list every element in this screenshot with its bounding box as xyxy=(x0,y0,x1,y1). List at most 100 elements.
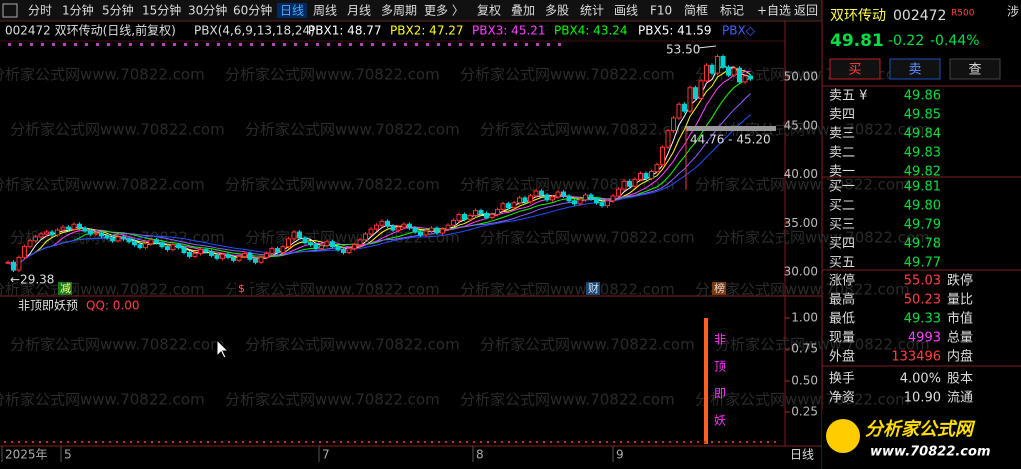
toolbar-item[interactable]: 简框 xyxy=(684,4,708,18)
event-marker[interactable]: 榜 xyxy=(714,281,725,295)
menu-icon[interactable] xyxy=(2,3,18,18)
toolbar-item[interactable]: 15分钟 xyxy=(142,3,181,18)
event-marker[interactable]: $ xyxy=(238,282,245,295)
sub-qq: QQ: 0.00 xyxy=(86,299,139,313)
dot xyxy=(417,441,419,443)
dot xyxy=(277,441,279,443)
toolbar-item[interactable]: 多股 xyxy=(545,4,569,18)
toolbar-item[interactable]: 5分钟 xyxy=(102,3,134,18)
dot xyxy=(129,43,132,46)
candle-body xyxy=(302,237,308,244)
candle-body xyxy=(467,214,473,220)
dot xyxy=(41,43,44,46)
toolbar-item[interactable]: 周线 xyxy=(313,4,337,18)
candle-body xyxy=(159,242,165,248)
candle-body xyxy=(720,56,726,68)
toolbar-item[interactable]: 30分钟 xyxy=(188,3,227,18)
candle-body xyxy=(253,258,258,263)
candle-body xyxy=(456,213,462,221)
time-label: 5 xyxy=(64,448,72,462)
candle-body xyxy=(82,227,88,232)
trade-button[interactable] xyxy=(829,58,881,80)
candle-body xyxy=(671,117,676,132)
dot xyxy=(340,441,342,443)
event-marker[interactable]: 减 xyxy=(60,282,71,295)
trade-button-label[interactable]: 查 xyxy=(968,63,981,78)
watermark: 分析家公式网www.70822.com xyxy=(695,281,910,299)
dot xyxy=(571,441,573,443)
dot xyxy=(327,43,330,46)
dot xyxy=(473,441,475,443)
candle-body xyxy=(88,230,93,235)
candle-body xyxy=(440,228,445,234)
dot xyxy=(316,43,319,46)
candle-body xyxy=(93,232,99,235)
candle-body xyxy=(143,243,148,249)
dot xyxy=(492,43,495,46)
candle-body xyxy=(66,226,71,230)
event-marker-bg xyxy=(236,282,250,295)
dot xyxy=(525,43,528,46)
toolbar-item[interactable]: 多周期 xyxy=(381,4,417,18)
candle-body xyxy=(220,253,225,259)
dot xyxy=(165,441,167,443)
toolbar-item[interactable]: 复权 xyxy=(477,4,501,18)
y-tick-label: 50.00 xyxy=(784,70,818,84)
toolbar-item[interactable]: 叠加 xyxy=(511,4,535,18)
trade-button-label[interactable]: 买 xyxy=(848,63,861,78)
dot xyxy=(158,441,160,443)
trade-button[interactable] xyxy=(949,58,1001,80)
dot xyxy=(52,43,55,46)
trade-button[interactable] xyxy=(889,58,941,80)
stock-label: 002472 双环传动(日线,前复权) xyxy=(5,23,176,38)
dot xyxy=(393,43,396,46)
toolbar-item[interactable]: 返回 xyxy=(794,4,818,18)
range-label: 44.76 - 45.20 xyxy=(690,133,771,147)
toolbar-item[interactable]: 日线 xyxy=(280,4,304,18)
event-marker[interactable]: 财 xyxy=(588,281,599,295)
dot xyxy=(466,441,468,443)
candle-body xyxy=(209,251,214,256)
stat-value: 50.23 xyxy=(904,293,941,308)
book-label: 卖一 xyxy=(829,165,855,180)
dot xyxy=(361,441,363,443)
dot xyxy=(221,441,223,443)
toolbar-item[interactable]: F10 xyxy=(650,4,672,18)
toolbar-item[interactable]: 标记 xyxy=(720,4,744,18)
pbx-line xyxy=(7,67,751,267)
candle-body xyxy=(181,247,187,253)
toolbar-item[interactable]: +自选 xyxy=(757,4,791,18)
trade-button-label[interactable]: 卖 xyxy=(908,63,921,78)
y-tick-label: 0.75 xyxy=(791,342,818,356)
toolbar-item[interactable]: 分时 xyxy=(28,4,52,18)
watermark: 分析家公式网www.70822.com xyxy=(10,336,225,354)
dot xyxy=(85,43,88,46)
stat-label: 内盘 xyxy=(947,349,973,365)
pbx-value: PBX3: 45.21 xyxy=(472,24,546,38)
candle-body xyxy=(627,180,632,187)
dot xyxy=(592,441,594,443)
candle-body xyxy=(605,200,610,207)
candle-body xyxy=(533,190,539,197)
toolbar-item[interactable]: 60分钟 xyxy=(233,3,272,18)
candle-body xyxy=(418,231,423,236)
watermark: 分析家公式网www.70822.com xyxy=(480,336,695,354)
dot xyxy=(140,43,143,46)
dot xyxy=(130,441,132,443)
dot xyxy=(550,441,552,443)
toolbar-item[interactable]: 统计 xyxy=(580,4,604,18)
dot xyxy=(431,441,433,443)
toolbar-item[interactable]: 1分钟 xyxy=(62,3,94,18)
time-label: 9 xyxy=(616,448,624,462)
book-price: 49.79 xyxy=(904,218,941,233)
candle-body xyxy=(555,191,561,198)
candle-body xyxy=(49,231,55,236)
signal-bar xyxy=(704,318,708,444)
toolbar-item[interactable]: 画线 xyxy=(614,4,638,18)
candle-body xyxy=(687,87,693,112)
candle-body xyxy=(352,244,357,250)
toolbar-item[interactable]: 更多 〉 xyxy=(424,4,464,18)
toolbar-item[interactable]: 月线 xyxy=(347,4,371,18)
candle-body xyxy=(275,248,280,254)
dot xyxy=(360,43,363,46)
